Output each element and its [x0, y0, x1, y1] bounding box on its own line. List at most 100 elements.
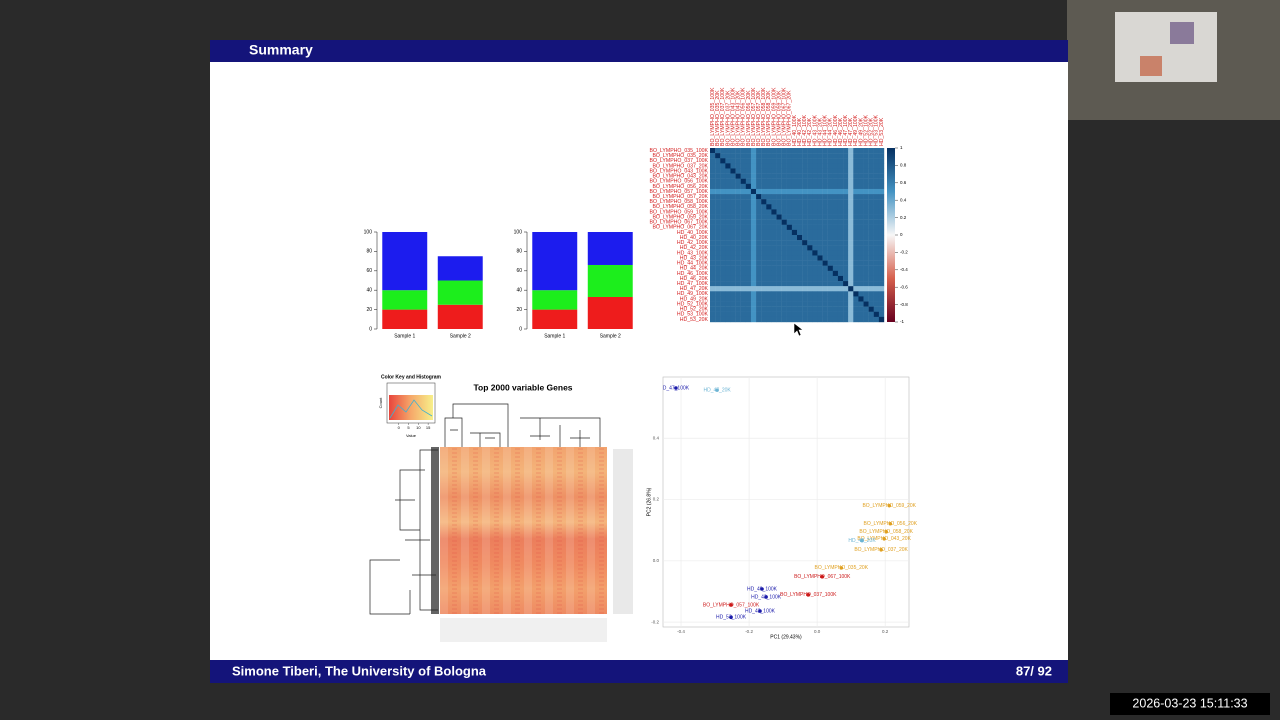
point — [884, 529, 889, 534]
heatmap-cell — [827, 178, 834, 185]
heatmap-cell — [756, 199, 762, 205]
heatmap-cell — [868, 219, 874, 225]
heatmap-cell — [710, 245, 716, 251]
heatmap-cell — [720, 250, 726, 256]
heatmap-cell — [832, 163, 839, 169]
point — [860, 538, 864, 543]
heatmap-cell — [771, 214, 777, 220]
heatmap-cell — [843, 158, 849, 164]
heatmap-cell — [756, 168, 762, 174]
heatmap-cell — [791, 281, 798, 287]
heatmap-cell — [776, 250, 782, 256]
heatmap-cell — [750, 296, 757, 302]
heatmap-cell — [878, 168, 885, 174]
heatmap-cell — [827, 235, 834, 241]
heatmap-cell — [878, 158, 885, 164]
heatmap-cell — [807, 255, 813, 261]
row-label: HD_47_20K — [680, 286, 709, 292]
heatmap-cell — [766, 291, 772, 297]
heatmap-cell — [761, 148, 767, 154]
heatmap-cell — [812, 148, 818, 154]
heatmap-cell — [807, 235, 813, 241]
heatmap-cell — [756, 301, 762, 307]
heatmap-cell — [771, 204, 777, 210]
heatmap-cell — [868, 199, 874, 205]
heatmap-cell — [750, 229, 757, 236]
heatmap-cell — [812, 255, 818, 261]
heatmap-cell — [827, 311, 834, 318]
heatmap-cell — [868, 286, 874, 292]
heatmap-cell — [878, 235, 885, 241]
heatmap-cell — [868, 229, 874, 236]
heatmap-cell — [853, 194, 859, 200]
heatmap-cell — [756, 286, 762, 292]
heatmap-cell — [771, 281, 777, 287]
heatmap-cell — [745, 214, 752, 220]
heatmap-cell — [817, 270, 823, 277]
heatmap-cell — [817, 158, 823, 164]
heatmap-cell — [786, 245, 793, 251]
heatmap-cell — [776, 158, 782, 164]
heatmap-cell — [797, 301, 803, 307]
heatmap-cell — [848, 183, 854, 190]
heatmap-cell — [710, 148, 716, 154]
point-label: HD_46_20K — [848, 538, 876, 544]
heatmap-cell — [853, 219, 859, 225]
slide-header — [210, 40, 1068, 62]
heatmap-cell — [725, 281, 731, 287]
heatmap-cell — [817, 229, 823, 236]
heatmap-cell — [873, 194, 880, 200]
heatmap-cell — [771, 255, 777, 261]
heatmap-cell — [771, 173, 777, 179]
heatmap-cell — [715, 286, 721, 292]
heatmap-cell — [720, 158, 726, 164]
heatmap-cell — [740, 270, 747, 277]
heatmap-cell — [720, 281, 726, 287]
heatmap-cell — [873, 301, 880, 307]
heatmap-cell — [786, 281, 793, 287]
column-label: HD_40_20K — [797, 117, 803, 146]
heatmap-cell — [863, 245, 869, 251]
bar-segment — [532, 232, 578, 291]
heatmap-cell — [853, 214, 859, 220]
heatmap-cell — [797, 214, 803, 220]
heatmap-cell — [878, 163, 885, 169]
row-label: HD_40_20K — [680, 235, 709, 241]
heatmap-cell — [725, 204, 731, 210]
heatmap-cell — [740, 255, 747, 261]
heatmap-cell — [878, 291, 885, 297]
heatmap-cell — [848, 178, 854, 185]
heatmap-cell — [837, 281, 844, 287]
heatmap-cell — [750, 163, 757, 169]
heatmap-cell — [781, 173, 787, 179]
heatmap-cell — [771, 316, 777, 323]
heatmap-cell — [786, 199, 793, 205]
column-label: HD_46_20K — [838, 117, 844, 146]
y-tick-label: 0 — [369, 326, 372, 332]
column-label: HD_42_100K — [802, 114, 808, 146]
heatmap-cell — [756, 245, 762, 251]
heatmap-cell — [853, 286, 859, 292]
bar-segment — [587, 232, 633, 265]
heatmap-cell — [776, 153, 782, 159]
heatmap-cell — [868, 316, 874, 323]
heatmap-cell — [781, 296, 787, 302]
heatmap-cell — [740, 281, 747, 287]
heatmap-cell — [710, 229, 716, 236]
heatmap-cell — [750, 291, 757, 297]
heatmap-cell — [848, 250, 854, 256]
heatmap-cell — [710, 173, 716, 179]
heatmap-cell — [771, 275, 777, 282]
heatmap-cell — [837, 311, 844, 318]
heatmap-cell — [797, 188, 803, 195]
heatmap-cell — [843, 178, 849, 185]
heatmap-cell — [710, 311, 716, 318]
heatmap-cell — [878, 199, 885, 205]
heatmap-cell — [740, 296, 747, 302]
heatmap-cell — [766, 316, 772, 323]
heatmap-cell — [878, 178, 885, 185]
heatmap-cell — [873, 219, 880, 225]
heatmap-cell — [740, 229, 747, 236]
heatmap-cell — [802, 296, 808, 302]
heatmap-cell — [720, 311, 726, 318]
